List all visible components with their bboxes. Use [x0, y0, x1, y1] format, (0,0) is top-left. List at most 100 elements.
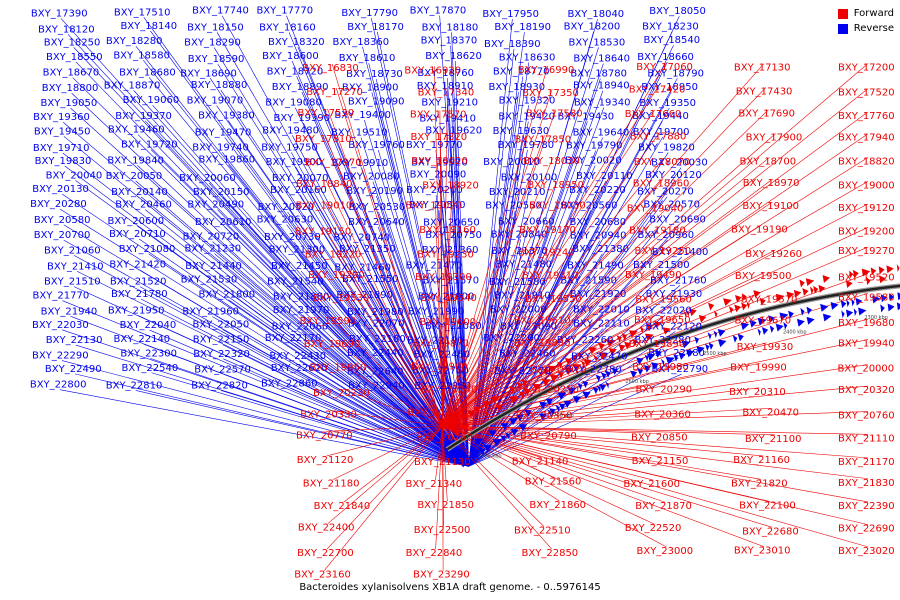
gene-label: BXY_19620: [425, 125, 482, 136]
gene-feature: [453, 451, 462, 460]
label-leader-line: [442, 425, 654, 481]
gene-label: BXY_21870: [635, 501, 692, 512]
label-leader-line: [442, 62, 667, 427]
gene-label: BXY_19190: [731, 224, 788, 235]
gene-label: BXY_17690: [738, 109, 795, 120]
gene-feature: [713, 310, 718, 319]
gene-feature: [509, 386, 515, 394]
label-leader-line: [468, 361, 602, 467]
gene-feature: [799, 279, 805, 288]
gene-feature: [509, 396, 518, 404]
gene-feature: [549, 375, 559, 383]
gene-label: BXY_19090: [348, 96, 405, 107]
gene-label: BXY_20750: [425, 230, 482, 241]
gene-feature: [737, 333, 744, 342]
label-leader-line: [339, 363, 443, 427]
gene-label: BXY_23290: [413, 570, 470, 581]
gene-label: BXY_22290: [32, 351, 89, 362]
label-leader-line: [435, 201, 443, 427]
gene-label: BXY_18370: [421, 36, 478, 47]
gene-feature: [800, 307, 805, 316]
gene-label: BXY_19340: [574, 98, 631, 109]
label-leader-line: [327, 108, 443, 427]
gene-label: BXY_20710: [109, 229, 166, 240]
gene-feature: [802, 288, 809, 296]
gene-label: BXY_21570: [422, 276, 479, 287]
gene-label: BXY_21420: [109, 260, 166, 271]
label-leader-line: [442, 316, 545, 427]
gene-label: BXY_18870: [104, 80, 161, 91]
label-leader-line: [73, 47, 469, 467]
label-leader-line: [442, 362, 761, 427]
label-leader-line: [62, 193, 469, 467]
label-leader-line: [376, 357, 469, 467]
gene-label: BXY_19120: [838, 203, 895, 214]
gene-feature: [741, 293, 747, 301]
gene-label: BXY_22440: [347, 348, 404, 359]
label-leader-line: [442, 65, 549, 427]
gene-label: BXY_19920: [411, 157, 468, 168]
gene-label: BXY_19430: [557, 111, 614, 122]
gene-feature: [538, 413, 547, 421]
gene-label: BXY_19650: [634, 315, 691, 326]
label-leader-line: [75, 61, 469, 467]
gene-feature: [473, 406, 481, 414]
gene-label: BXY_19750: [261, 142, 318, 153]
gene-label: BXY_20940: [570, 231, 627, 242]
gene-feature: [582, 391, 591, 399]
gene-label: BXY_21800: [198, 290, 255, 301]
gene-label: BXY_18760: [417, 68, 474, 79]
gene-label: BXY_22450: [414, 350, 471, 361]
gene-label: BXY_19880: [514, 338, 571, 349]
gene-label: BXY_21510: [44, 277, 101, 288]
gene-label: BXY_18180: [422, 22, 479, 33]
gene-label: BXY_17390: [31, 8, 88, 19]
label-leader-line: [148, 253, 469, 467]
gene-feature: [563, 400, 572, 408]
label-leader-line: [326, 425, 443, 550]
gene-label: BXY_18660: [637, 52, 694, 63]
gene-feature: [618, 344, 626, 352]
gene-label: BXY_20960: [637, 230, 694, 241]
gene-feature: [896, 302, 900, 311]
gene-feature: [521, 379, 528, 387]
gene-label: BXY_20630: [257, 215, 314, 226]
gene-label: BXY_19070: [187, 96, 244, 107]
gene-label: BXY_19170: [519, 225, 576, 236]
gene-label: BXY_18890: [272, 82, 329, 93]
gene-label: BXY_19390: [274, 113, 331, 124]
gene-label: BXY_17900: [746, 132, 803, 143]
gene-feature: [897, 292, 900, 301]
gene-label: BXY_18790: [647, 68, 704, 79]
gene-feature: [598, 352, 608, 360]
gene-label: BXY_18640: [573, 54, 630, 65]
gene-label: BXY_22750: [412, 365, 469, 376]
label-leader-line: [442, 426, 448, 501]
gene-label: BXY_19300: [415, 272, 472, 283]
label-leader-line: [442, 273, 446, 427]
gene-feature: [896, 264, 900, 273]
gene-label: BXY_21400: [652, 247, 709, 258]
gene-label: BXY_20840: [491, 229, 548, 240]
label-leader-line: [468, 92, 519, 467]
gene-label: BXY_20680: [569, 217, 626, 228]
gene-feature: [545, 398, 553, 406]
gene-feature: [555, 404, 560, 413]
gene-label: BXY_21540: [267, 277, 324, 288]
gene-label: BXY_21490: [567, 261, 624, 272]
gene-feature: [593, 354, 598, 363]
gene-feature: [532, 383, 541, 392]
gene-label: BXY_18290: [184, 38, 241, 49]
label-leader-line: [149, 329, 469, 467]
label-leader-line: [442, 157, 770, 427]
label-leader-line: [442, 425, 762, 480]
gene-label: BXY_21160: [733, 455, 790, 466]
gene-label: BXY_19440: [632, 111, 689, 122]
gene-label: BXY_21830: [838, 478, 895, 489]
label-leader-line: [217, 209, 469, 467]
label-leader-line: [442, 425, 869, 525]
gene-label: BXY_21930: [646, 289, 703, 300]
gene-label: BXY_18280: [106, 36, 163, 47]
gene-label: BXY_18950: [527, 180, 584, 191]
gene-label: BXY_19770: [406, 140, 463, 151]
